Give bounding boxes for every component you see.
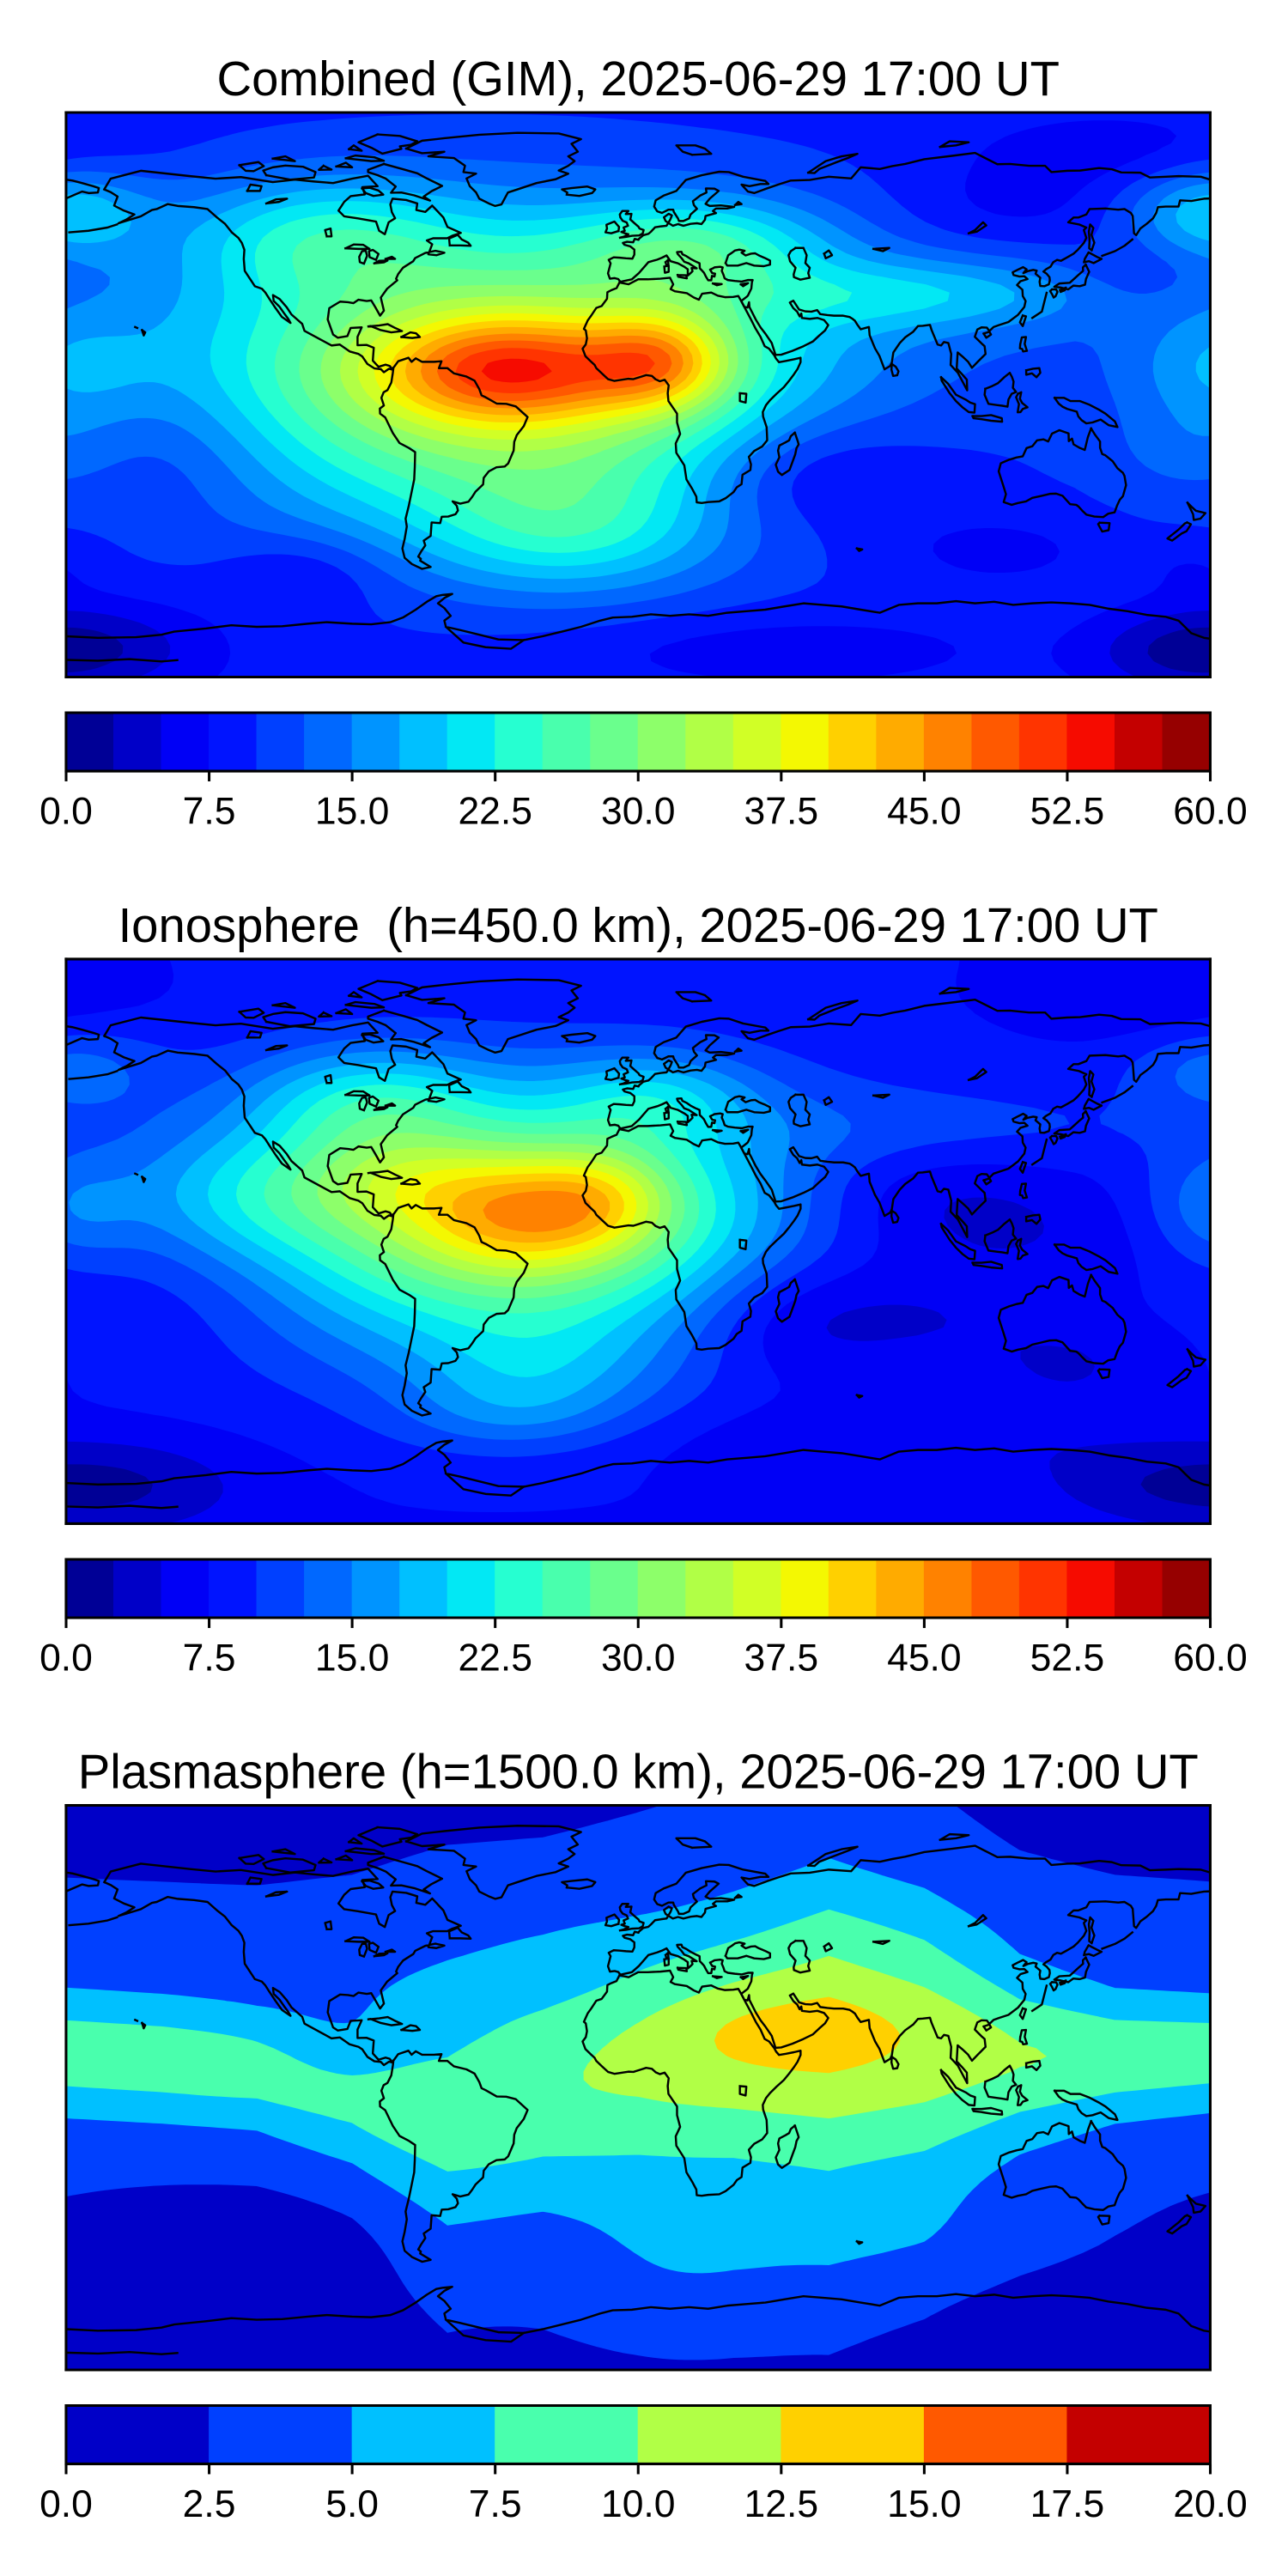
svg-text:45.0: 45.0: [887, 1637, 962, 1679]
svg-text:52.5: 52.5: [1030, 790, 1105, 832]
svg-text:15.0: 15.0: [315, 1637, 390, 1679]
svg-text:30.0: 30.0: [601, 1637, 676, 1679]
svg-text:Ionosphere (h=450.0 km), 2025: Ionosphere (h=450.0 km), 2025-06-29 17:0…: [118, 898, 1158, 952]
svg-text:15.0: 15.0: [887, 2483, 962, 2525]
svg-text:7.5: 7.5: [469, 2483, 522, 2525]
svg-text:0.0: 0.0: [39, 1637, 93, 1679]
svg-text:37.5: 37.5: [744, 1637, 819, 1679]
svg-text:22.5: 22.5: [458, 1637, 532, 1679]
svg-text:12.5: 12.5: [744, 2483, 819, 2525]
svg-text:30.0: 30.0: [601, 790, 676, 832]
svg-text:52.5: 52.5: [1030, 1637, 1105, 1679]
svg-text:7.5: 7.5: [183, 1637, 236, 1679]
svg-text:60.0: 60.0: [1173, 1637, 1248, 1679]
svg-text:15.0: 15.0: [315, 790, 390, 832]
svg-text:Combined (GIM), 2025-06-29 17:: Combined (GIM), 2025-06-29 17:00 UT: [217, 52, 1060, 106]
svg-text:Plasmasphere (h=1500.0 km), 20: Plasmasphere (h=1500.0 km), 2025-06-29 1…: [78, 1745, 1199, 1799]
svg-text:17.5: 17.5: [1030, 2483, 1105, 2525]
svg-text:37.5: 37.5: [744, 790, 819, 832]
svg-text:45.0: 45.0: [887, 790, 962, 832]
svg-text:0.0: 0.0: [39, 790, 93, 832]
svg-text:2.5: 2.5: [183, 2483, 236, 2525]
svg-text:0.0: 0.0: [39, 2483, 93, 2525]
svg-text:10.0: 10.0: [601, 2483, 676, 2525]
svg-text:20.0: 20.0: [1173, 2483, 1248, 2525]
svg-text:60.0: 60.0: [1173, 790, 1248, 832]
svg-text:22.5: 22.5: [458, 790, 532, 832]
svg-text:7.5: 7.5: [183, 790, 236, 832]
svg-text:5.0: 5.0: [325, 2483, 379, 2525]
